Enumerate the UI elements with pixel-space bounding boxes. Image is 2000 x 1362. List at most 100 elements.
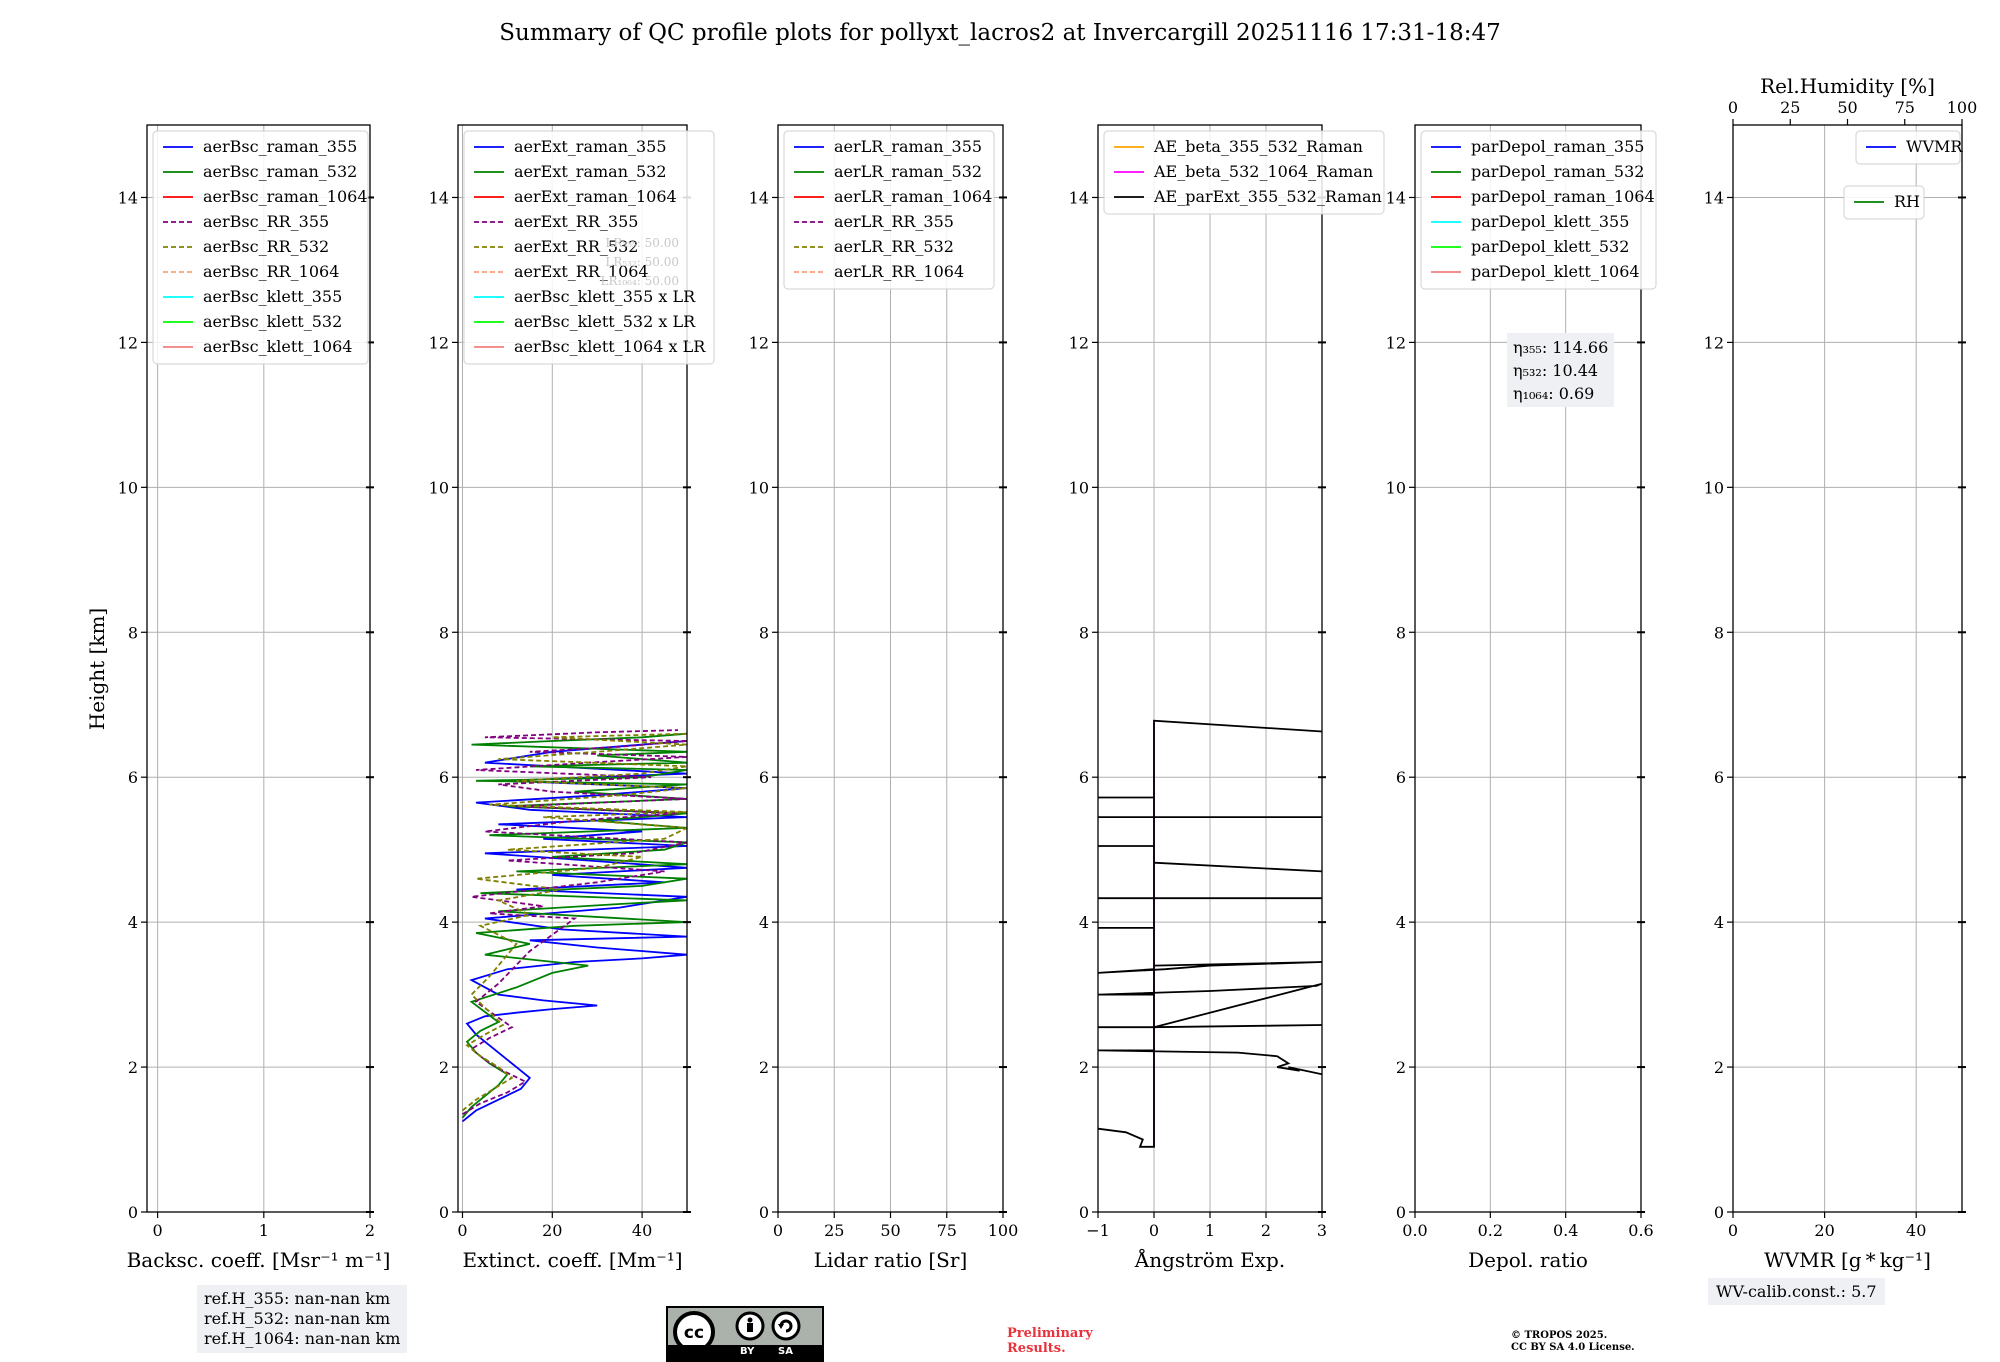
x-tick-label: 40 xyxy=(1906,1221,1926,1240)
x-tick-label: 50 xyxy=(880,1221,900,1240)
series-line-aerExt_RR_355 xyxy=(462,729,687,1115)
y-tick-label: 8 xyxy=(128,623,138,642)
x-tick-label: 0 xyxy=(1149,1221,1159,1240)
legend-label-aerExt_raman_1064: aerExt_raman_1064 xyxy=(514,187,677,206)
x-axis-label: Lidar ratio [Sr] xyxy=(814,1248,968,1272)
legend-label-aerBsc_klett_1064 x LR: aerBsc_klett_1064 x LR xyxy=(514,337,706,356)
y-tick-label: 0 xyxy=(1396,1203,1406,1222)
legend-label-aerBsc_raman_1064: aerBsc_raman_1064 xyxy=(203,187,368,206)
figure-title: Summary of QC profile plots for pollyxt_… xyxy=(499,20,1501,46)
x-tick-label: 0 xyxy=(457,1221,467,1240)
y-tick-label: 8 xyxy=(439,623,449,642)
reference-height-box: ref.H_355: nan-nan km ref.H_532: nan-nan… xyxy=(197,1285,408,1353)
lr-label: LR₅₃₂: 50.00 xyxy=(605,255,679,269)
y-tick-label: 4 xyxy=(759,913,769,932)
legend-label-aerBsc_raman_532: aerBsc_raman_532 xyxy=(203,162,357,181)
y-tick-label: 4 xyxy=(1079,913,1089,932)
x-axis-label: Backsc. coeff. [Msr⁻¹ m⁻¹] xyxy=(127,1248,391,1272)
x-tick-label: 100 xyxy=(988,1221,1019,1240)
y-tick-label: 10 xyxy=(429,478,449,497)
legend-label-RH: RH xyxy=(1894,192,1920,211)
y-tick-label: 10 xyxy=(1069,478,1089,497)
y-tick-label: 12 xyxy=(749,333,769,352)
legend-label-parDepol_klett_1064: parDepol_klett_1064 xyxy=(1471,262,1640,281)
subplot-3: 0 25 50 75 100 0 2 4 6 8 10 12 14 Lidar ratio [Sr] aer… xyxy=(749,124,1019,1272)
legend-box xyxy=(152,130,369,365)
y-tick-label: 6 xyxy=(1079,768,1089,787)
y-tick-label: 2 xyxy=(759,1058,769,1077)
copyright-line-1: © TROPOS 2025. xyxy=(1511,1330,1608,1341)
ref-height-532: ref.H_532: nan-nan km xyxy=(204,1309,391,1328)
legend-label-aerExt_raman_532: aerExt_raman_532 xyxy=(514,162,667,181)
y-tick-label: 14 xyxy=(1069,188,1089,207)
legend-label-parDepol_raman_532: parDepol_raman_532 xyxy=(1471,162,1644,181)
x-tick-label: 3 xyxy=(1317,1221,1327,1240)
axes-frame xyxy=(1732,124,1963,1213)
y-tick-label: 2 xyxy=(128,1058,138,1077)
eta-box xyxy=(1507,333,1614,407)
y-tick-label: 6 xyxy=(1396,768,1406,787)
legend-box xyxy=(1420,130,1657,290)
legend-label-parDepol_raman_355: parDepol_raman_355 xyxy=(1471,137,1644,156)
top-axis-label: Rel.Humidity [%] xyxy=(1760,74,1935,98)
series-line-aerExt_raman_355 xyxy=(461,740,687,1123)
legend-label-aerLR_raman_1064: aerLR_raman_1064 xyxy=(834,187,992,206)
y-tick-label: 4 xyxy=(128,913,138,932)
lr-label: LR₃₅₅: 50.00 xyxy=(605,236,679,250)
cc-license-badge: cc BY SA xyxy=(666,1306,824,1362)
y-tick-label: 10 xyxy=(749,478,769,497)
top-x-tick-label: 50 xyxy=(1837,98,1857,117)
ref-height-355: ref.H_355: nan-nan km xyxy=(204,1289,391,1308)
x-tick-label: 0.2 xyxy=(1478,1221,1503,1240)
legend-box xyxy=(1855,130,1961,165)
legend-label-aerExt_raman_355: aerExt_raman_355 xyxy=(514,137,667,156)
x-tick-label: 0 xyxy=(773,1221,783,1240)
legend-label-parDepol_raman_1064: parDepol_raman_1064 xyxy=(1471,187,1655,206)
legend-label-aerLR_RR_532: aerLR_RR_532 xyxy=(834,237,954,256)
legend-label-aerBsc_klett_532: aerBsc_klett_532 xyxy=(203,312,342,331)
x-tick-label: 1 xyxy=(259,1221,269,1240)
series-line-AE_parExt_355_532_Raman xyxy=(1098,719,1322,1148)
x-tick-label: 0 xyxy=(1728,1221,1738,1240)
y-tick-label: 0 xyxy=(1079,1203,1089,1222)
y-tick-label: 4 xyxy=(439,913,449,932)
x-tick-label: 40 xyxy=(632,1221,652,1240)
eta-label: η₃₅₅: 114.66 xyxy=(1513,338,1608,357)
y-tick-label: 2 xyxy=(1079,1058,1089,1077)
x-tick-label: 0.4 xyxy=(1553,1221,1578,1240)
preliminary-notice: Preliminary Results. xyxy=(1007,1326,1093,1356)
y-tick-label: 12 xyxy=(1069,333,1089,352)
axes-frame xyxy=(1414,124,1642,1213)
cc-by-label: BY xyxy=(740,1346,755,1357)
x-tick-label: 0.0 xyxy=(1402,1221,1427,1240)
legend-label-aerLR_RR_1064: aerLR_RR_1064 xyxy=(834,262,964,281)
preliminary-line-1: Preliminary xyxy=(1007,1326,1093,1341)
y-tick-label: 6 xyxy=(759,768,769,787)
y-tick-label: 4 xyxy=(1396,913,1406,932)
legend-label-aerBsc_RR_1064: aerBsc_RR_1064 xyxy=(203,262,339,281)
subplot-2: 0 20 40 0 2 4 6 8 10 12 14 Extinct. coeff. [Mm⁻¹] ae… xyxy=(429,124,715,1272)
series-line-aerExt_RR_532 xyxy=(461,732,687,1112)
legend-box xyxy=(1103,130,1385,215)
axes-frame xyxy=(457,124,688,1213)
y-tick-label: 12 xyxy=(1704,333,1724,352)
x-tick-label: 75 xyxy=(937,1221,957,1240)
y-tick-label: 14 xyxy=(429,188,449,207)
y-tick-label: 12 xyxy=(118,333,138,352)
x-tick-label: 2 xyxy=(365,1221,375,1240)
legend-label-aerLR_raman_355: aerLR_raman_355 xyxy=(834,137,982,156)
preliminary-line-2: Results. xyxy=(1007,1341,1066,1356)
y-tick-label: 4 xyxy=(1714,913,1724,932)
legend-label-aerBsc_klett_355: aerBsc_klett_355 xyxy=(203,287,342,306)
axes-frame xyxy=(146,124,371,1213)
eta-label: η₅₃₂: 10.44 xyxy=(1513,361,1598,380)
x-axis-label: Ångström Exp. xyxy=(1134,1247,1285,1272)
y-tick-label: 0 xyxy=(759,1203,769,1222)
y-tick-label: 6 xyxy=(1714,768,1724,787)
legend-label-aerExt_RR_532: aerExt_RR_532 xyxy=(514,237,638,256)
top-x-tick-label: 25 xyxy=(1780,98,1800,117)
eta-label: η₁₀₆₄: 0.69 xyxy=(1513,384,1594,403)
top-x-tick-label: 0 xyxy=(1728,98,1738,117)
series-line-aerExt_raman_532 xyxy=(461,732,687,1119)
